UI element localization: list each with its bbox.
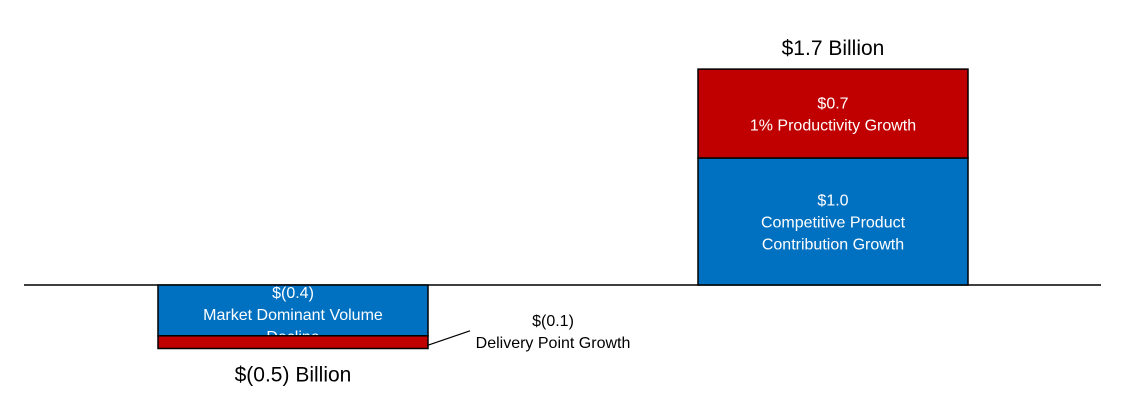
segment-label-line: Market Dominant Volume: [203, 307, 383, 324]
segment-callout-label-line: Delivery Point Growth: [476, 335, 631, 352]
segment-label: $1.0 Competitive Product Contribution Grow…: [761, 193, 906, 254]
segment-callout-label-line: $(0.1): [532, 313, 574, 330]
bar-segment: [697, 68, 969, 159]
bar-total-label: $(0.5) Billion: [235, 364, 352, 387]
segment-label: $0.7 1% Productivity Growth: [750, 96, 916, 135]
callout-leader-line: [427, 330, 471, 346]
segment-label-line: $1.0: [817, 193, 848, 210]
segment-callout-label: $(0.1) Delivery Point Growth: [476, 313, 631, 352]
segment-label-line: 1% Productivity Growth: [750, 118, 916, 135]
segment-label-line: $(0.4): [272, 285, 314, 302]
segment-label-line: Contribution Growth: [762, 237, 904, 254]
segment-label-line: Competitive Product: [761, 215, 906, 232]
bar-segment: [697, 157, 969, 286]
bar-segment: [157, 335, 429, 350]
bar-total-label: $1.7 Billion: [782, 37, 885, 60]
segment-label-line: $0.7: [817, 96, 848, 113]
